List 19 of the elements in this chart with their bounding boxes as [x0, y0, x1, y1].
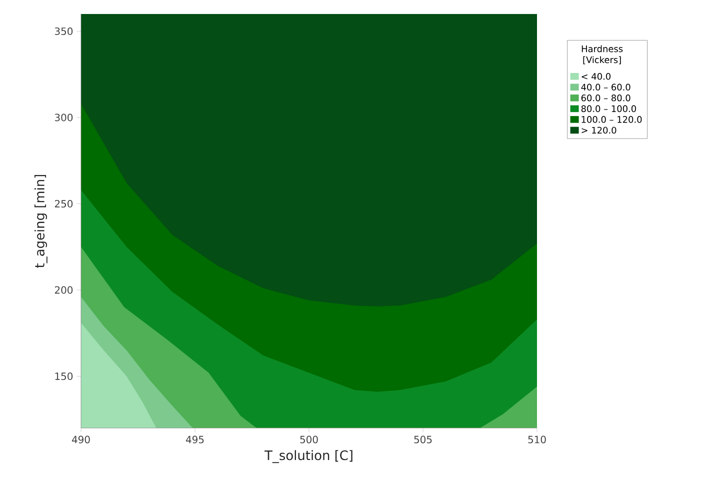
y-tick-label: 300 [54, 114, 73, 122]
y-tick-label: 150 [55, 372, 73, 380]
x-tick-label: 510 [528, 436, 546, 444]
x-axis-title: T_solution [C] [264, 450, 352, 464]
y-tick-label: 200 [54, 286, 73, 294]
x-tick-label: 505 [414, 436, 432, 444]
x-tick-label: 500 [300, 436, 318, 444]
y-tick-label: 350 [54, 27, 73, 36]
legend-label: 60.0 – 80.0 [581, 94, 630, 102]
x-tick-label: 495 [186, 436, 204, 444]
legend-label: < 40.0 [582, 72, 611, 80]
y-axis-title: t_ageing [min] [34, 174, 48, 268]
x-tick-label: 490 [72, 436, 90, 444]
legend-label: 40.0 – 60.0 [581, 84, 630, 91]
legend-label: > 120.0 [582, 126, 616, 134]
legend-label: 80.0 – 100.0 [581, 105, 636, 112]
legend-title: Hardness [Vickers] [582, 45, 623, 64]
legend-label: 100.0 – 120.0 [582, 116, 642, 123]
y-tick-label: 250 [54, 200, 73, 208]
